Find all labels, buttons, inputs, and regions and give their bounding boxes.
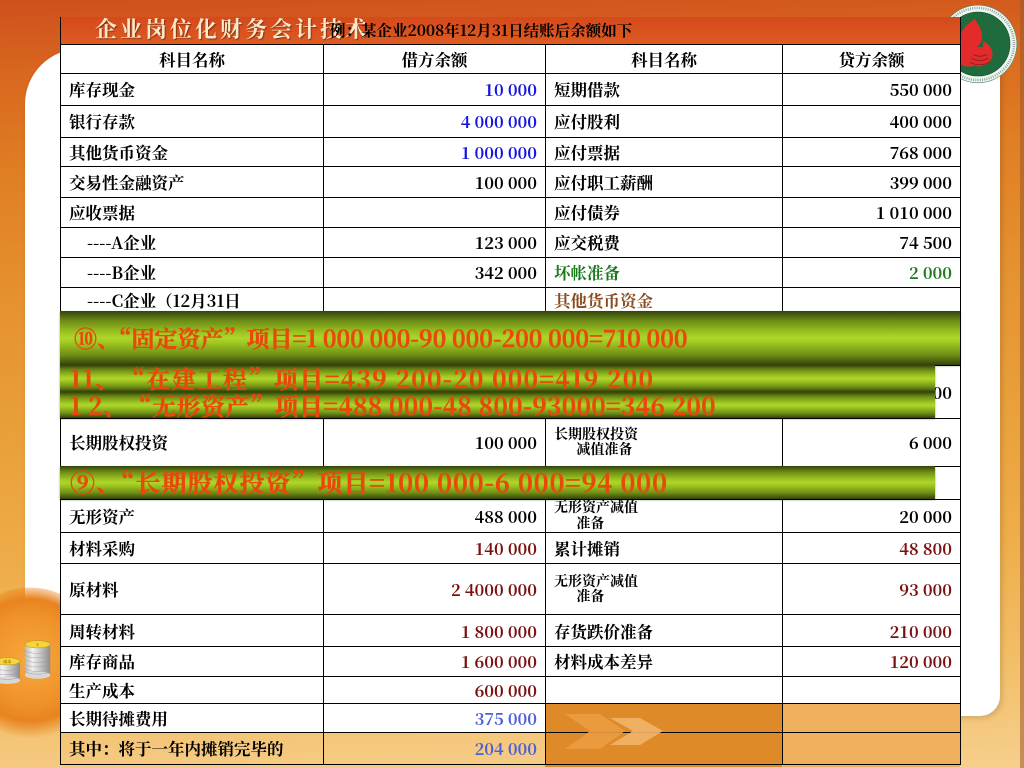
svg-text:成本: 成本 (3, 658, 11, 665)
svg-text:¥: ¥ (35, 642, 39, 648)
